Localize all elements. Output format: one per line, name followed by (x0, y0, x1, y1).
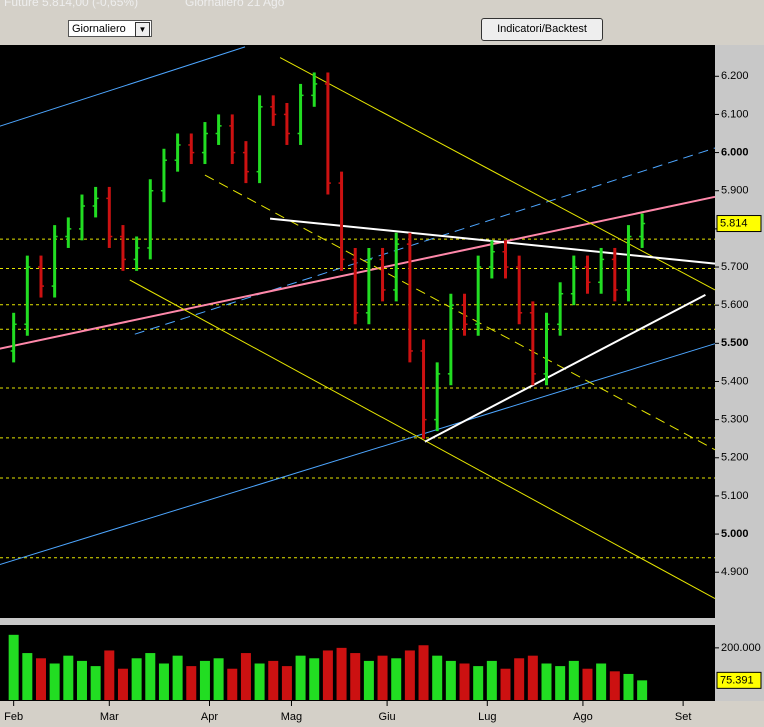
volume-bar (486, 660, 497, 700)
volume-bar (309, 658, 320, 700)
volume-bar (22, 653, 33, 700)
x-axis-area (0, 701, 764, 727)
volume-bar (609, 671, 620, 700)
volume-bar (459, 663, 470, 700)
volume-bar (268, 660, 279, 700)
y-tick-label: 5.700 (721, 261, 749, 273)
period-select[interactable]: Giornaliero ▼ (68, 20, 152, 37)
trendline (0, 46, 246, 127)
volume-bar (8, 634, 19, 700)
volume-bar (76, 660, 87, 700)
select-text: Giornaliero (72, 23, 126, 35)
x-tick-label: Set (675, 711, 692, 723)
volume-bar (63, 655, 74, 700)
x-tick-label: Giu (379, 711, 396, 723)
header-left: Future 5.814,00 (-0,65%) (4, 0, 139, 9)
x-tick-label: Mar (100, 711, 119, 723)
volume-bar (158, 663, 169, 700)
y-tick-label: 4.900 (721, 566, 749, 578)
volume-bar (240, 653, 251, 700)
y-tick-label: 200.000 (721, 642, 761, 654)
volume-bar (336, 647, 347, 700)
header-right: Giornaliero 21 Ago (185, 0, 285, 9)
select-arrow[interactable]: ▼ (135, 22, 150, 37)
trendline (129, 279, 716, 599)
volume-bar (363, 660, 374, 700)
volume-bar (568, 660, 579, 700)
price-label-box (716, 215, 762, 233)
x-tick-label: Feb (4, 711, 23, 723)
toolbar: Future 5.814,00 (-0,65%) Giornaliero 21 … (0, 0, 764, 45)
volume-bar (555, 666, 566, 700)
volume-bar (391, 658, 402, 700)
trendline (279, 57, 716, 291)
x-tick-label: Lug (478, 711, 496, 723)
price-label: 5.814 (720, 217, 748, 229)
volume-bar (186, 666, 197, 700)
volume-bar (582, 668, 593, 700)
volume-bar (90, 666, 101, 700)
volume-bar (404, 650, 415, 700)
volume-bar (281, 666, 292, 700)
indicators-button[interactable]: Indicatori/Backtest (481, 18, 603, 41)
volume-bar (49, 663, 60, 700)
volume-bar (350, 653, 361, 700)
volume-label: 75.391 (720, 674, 754, 686)
y-tick-label: 5.500 (721, 337, 749, 349)
volume-bar (35, 658, 46, 700)
x-tick-label: Apr (201, 711, 218, 723)
volume-bar (199, 660, 210, 700)
y-tick-label: 5.000 (721, 528, 749, 540)
y-tick-label: 5.400 (721, 375, 749, 387)
volume-bar (117, 668, 128, 700)
x-tick-label: Ago (573, 711, 593, 723)
y-tick-label: 5.900 (721, 185, 749, 197)
volume-bar (596, 663, 607, 700)
volume-bar (541, 663, 552, 700)
volume-bar (527, 655, 538, 700)
volume-bar (227, 668, 238, 700)
volume-bar (295, 655, 306, 700)
y-tick-label: 5.200 (721, 452, 749, 464)
y-tick-label: 6.200 (721, 70, 749, 82)
price-panel (0, 45, 715, 618)
volume-label-box (716, 671, 762, 689)
volume-bar (637, 680, 648, 700)
y-tick-label: 6.100 (721, 108, 749, 120)
volume-bar (131, 658, 142, 700)
volume-bar (172, 655, 183, 700)
x-tick-label: Mag (281, 711, 302, 723)
volume-bar (418, 645, 429, 700)
volume-bar (500, 668, 511, 700)
y-tick-label: 5.600 (721, 299, 749, 311)
volume-bar (432, 655, 443, 700)
trendline (0, 195, 716, 350)
volume-bar (254, 663, 265, 700)
volume-bar (445, 660, 456, 700)
volume-bar (377, 655, 388, 700)
volume-bar (104, 650, 115, 700)
trendline (424, 293, 706, 443)
y-tick-label: 5.100 (721, 490, 749, 502)
y-tick-label: 6.000 (721, 146, 749, 158)
volume-bar (145, 653, 156, 700)
trendline (0, 343, 716, 566)
y-tick-label: 5.300 (721, 414, 749, 426)
volume-bar (213, 658, 224, 700)
volume-bar (514, 658, 525, 700)
volume-bar (623, 673, 634, 700)
volume-bar (473, 666, 484, 700)
trendline (134, 147, 716, 335)
volume-bar (322, 650, 333, 700)
